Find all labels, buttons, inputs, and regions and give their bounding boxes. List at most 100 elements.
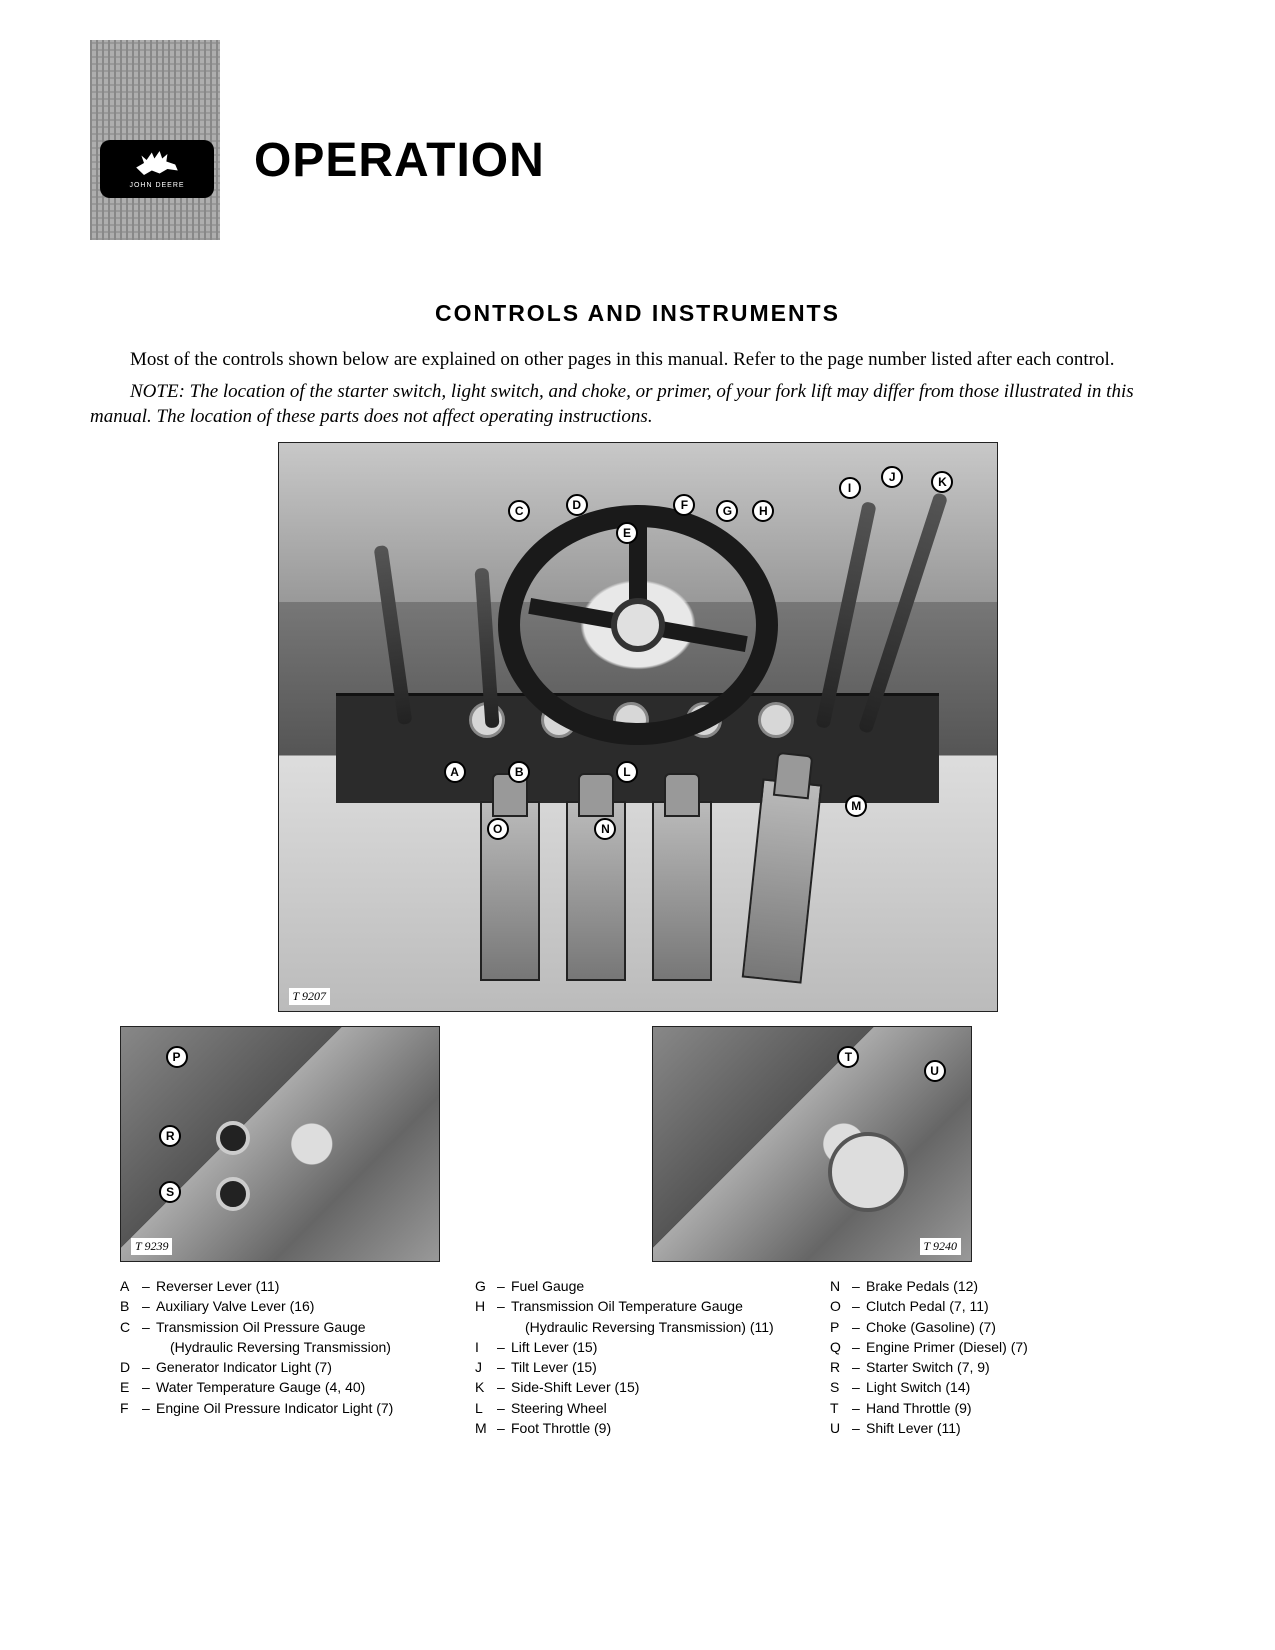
intro-paragraph: Most of the controls shown below are exp… xyxy=(90,347,1185,373)
callout-C: C xyxy=(508,500,530,522)
header: JOHN DEERE OPERATION xyxy=(90,40,1185,240)
legend-letter: P xyxy=(830,1317,852,1337)
callout-R: R xyxy=(159,1125,181,1147)
legend-letter: C xyxy=(120,1317,142,1337)
legend-item: H–Transmission Oil Temperature Gauge xyxy=(475,1296,800,1316)
legend-dash: – xyxy=(497,1398,511,1418)
pedal-icon xyxy=(652,801,712,981)
switch-icon xyxy=(216,1177,250,1211)
legend-item: F–Engine Oil Pressure Indicator Light (7… xyxy=(120,1398,445,1418)
legend-letter: G xyxy=(475,1276,497,1296)
legend-column: G–Fuel GaugeH–Transmission Oil Temperatu… xyxy=(475,1276,800,1438)
legend-letter: E xyxy=(120,1377,142,1397)
legend-item: J–Tilt Lever (15) xyxy=(475,1357,800,1377)
legend-item: C–Transmission Oil Pressure Gauge xyxy=(120,1317,445,1337)
legend-item: R–Starter Switch (7, 9) xyxy=(830,1357,1155,1377)
legend-dash: – xyxy=(142,1317,156,1337)
legend-text: Generator Indicator Light (7) xyxy=(156,1357,445,1377)
legend-dash: – xyxy=(142,1276,156,1296)
legend-column: A–Reverser Lever (11)B–Auxiliary Valve L… xyxy=(120,1276,445,1438)
controls-main-photo: C D E F G H I J K A B L M N O T 9207 xyxy=(278,442,998,1012)
legend-item: U–Shift Lever (11) xyxy=(830,1418,1155,1438)
legend-item: K–Side-Shift Lever (15) xyxy=(475,1377,800,1397)
legend-letter: S xyxy=(830,1377,852,1397)
legend-dash: – xyxy=(852,1317,866,1337)
legend-item: E–Water Temperature Gauge (4, 40) xyxy=(120,1377,445,1397)
legend-text: Engine Oil Pressure Indicator Light (7) xyxy=(156,1398,445,1418)
legend-dash: – xyxy=(852,1377,866,1397)
legend-item: P–Choke (Gasoline) (7) xyxy=(830,1317,1155,1337)
legend-item: S–Light Switch (14) xyxy=(830,1377,1155,1397)
legend-dash: – xyxy=(852,1296,866,1316)
legend-item: G–Fuel Gauge xyxy=(475,1276,800,1296)
deer-icon xyxy=(131,150,183,180)
legend-dash: – xyxy=(142,1398,156,1418)
photo-reference: T 9240 xyxy=(920,1238,961,1255)
legend-letter: B xyxy=(120,1296,142,1316)
legend-text: Choke (Gasoline) (7) xyxy=(866,1317,1155,1337)
legend-item: N–Brake Pedals (12) xyxy=(830,1276,1155,1296)
legend-text: Transmission Oil Pressure Gauge xyxy=(156,1317,445,1337)
legend-letter: K xyxy=(475,1377,497,1397)
callout-T: T xyxy=(837,1046,859,1068)
legend-letter: D xyxy=(120,1357,142,1377)
legend-letter: I xyxy=(475,1337,497,1357)
callout-O: O xyxy=(487,818,509,840)
legend-letter: R xyxy=(830,1357,852,1377)
secondary-photos-row: P R S T 9239 T U T 9240 xyxy=(120,1026,1185,1262)
callout-I: I xyxy=(839,477,861,499)
legend-text: Hand Throttle (9) xyxy=(866,1398,1155,1418)
legend-dash: – xyxy=(497,1276,511,1296)
legend-dash: – xyxy=(142,1296,156,1316)
legend-text: Engine Primer (Diesel) (7) xyxy=(866,1337,1155,1357)
gauge-icon xyxy=(758,702,794,738)
legend-text: Water Temperature Gauge (4, 40) xyxy=(156,1377,445,1397)
callout-J: J xyxy=(881,466,903,488)
legend-dash: – xyxy=(852,1357,866,1377)
brand-logo-block: JOHN DEERE xyxy=(90,40,220,240)
callout-D: D xyxy=(566,494,588,516)
legend-item: T–Hand Throttle (9) xyxy=(830,1398,1155,1418)
callout-F: F xyxy=(673,494,695,516)
legend-letter: J xyxy=(475,1357,497,1377)
switch-icon xyxy=(216,1121,250,1155)
legend-letter: U xyxy=(830,1418,852,1438)
callout-P: P xyxy=(166,1046,188,1068)
legend-text: Brake Pedals (12) xyxy=(866,1276,1155,1296)
legend-letter: M xyxy=(475,1418,497,1438)
legend-dash: – xyxy=(497,1418,511,1438)
callout-G: G xyxy=(716,500,738,522)
callout-U: U xyxy=(924,1060,946,1082)
legend-text: Clutch Pedal (7, 11) xyxy=(866,1296,1155,1316)
legend-dash: – xyxy=(497,1337,511,1357)
legend-letter: N xyxy=(830,1276,852,1296)
legend-text: Reverser Lever (11) xyxy=(156,1276,445,1296)
photo-reference: T 9207 xyxy=(289,988,330,1005)
throttle-panel-photo: T U T 9240 xyxy=(652,1026,972,1262)
legend-letter: F xyxy=(120,1398,142,1418)
callout-L: L xyxy=(616,761,638,783)
legend-item: A–Reverser Lever (11) xyxy=(120,1276,445,1296)
legend-dash: – xyxy=(497,1357,511,1377)
legend-dash: – xyxy=(852,1276,866,1296)
legend-item: B–Auxiliary Valve Lever (16) xyxy=(120,1296,445,1316)
page-title: OPERATION xyxy=(254,133,545,188)
legend-text: Tilt Lever (15) xyxy=(511,1357,800,1377)
legend-item: I–Lift Lever (15) xyxy=(475,1337,800,1357)
housing-icon xyxy=(828,1132,908,1212)
legend-dash: – xyxy=(852,1337,866,1357)
legend-column: N–Brake Pedals (12)O–Clutch Pedal (7, 11… xyxy=(830,1276,1155,1438)
legend-dash: – xyxy=(852,1418,866,1438)
note-paragraph: NOTE: The location of the starter switch… xyxy=(90,379,1185,430)
pedal-icon xyxy=(742,778,823,983)
legend-letter: Q xyxy=(830,1337,852,1357)
legend-text: Lift Lever (15) xyxy=(511,1337,800,1357)
legend-text: Steering Wheel xyxy=(511,1398,800,1418)
section-title: CONTROLS AND INSTRUMENTS xyxy=(90,300,1185,327)
legend-dash: – xyxy=(852,1398,866,1418)
legend-dash: – xyxy=(497,1296,511,1316)
legend-item: O–Clutch Pedal (7, 11) xyxy=(830,1296,1155,1316)
switch-panel-photo: P R S T 9239 xyxy=(120,1026,440,1262)
legend-text: Auxiliary Valve Lever (16) xyxy=(156,1296,445,1316)
legend-text: Starter Switch (7, 9) xyxy=(866,1357,1155,1377)
